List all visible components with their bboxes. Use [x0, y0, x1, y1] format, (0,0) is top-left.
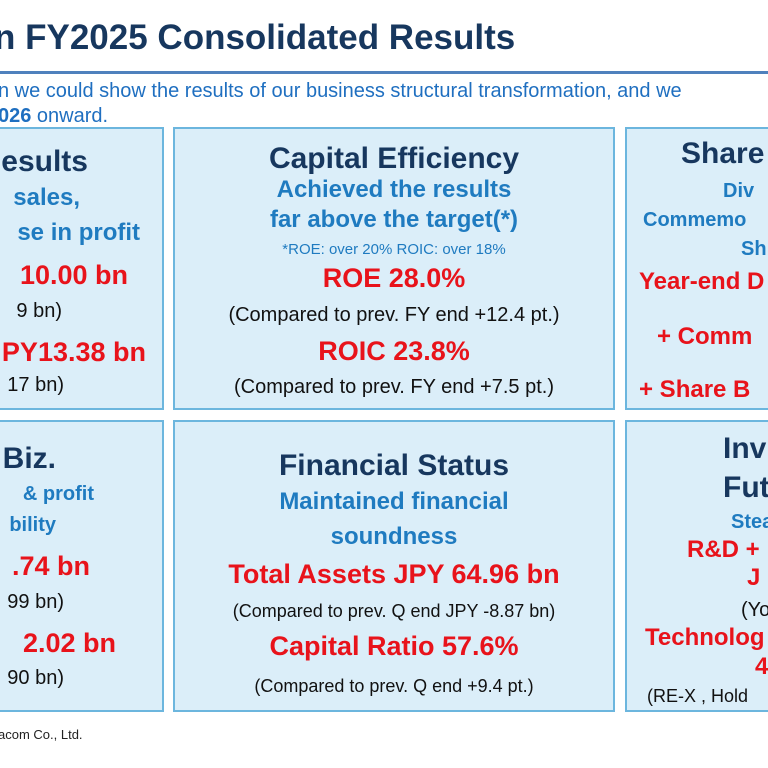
results-sub-1: sales, [13, 184, 80, 211]
results-card: esults sales, se in profit 10.00 bn 9 bn… [0, 127, 164, 410]
biz-value-2: 2.02 bn [22, 628, 116, 658]
share-sub-2: Commemo [643, 209, 747, 231]
invest-note-2: (RE-X , Hold [647, 686, 749, 706]
share-heading: Share [681, 137, 765, 170]
page-title: n FY2025 Consolidated Results [0, 18, 516, 57]
invest-value-3: Technolog [645, 624, 765, 651]
capital-sub-1: Achieved the results [276, 176, 512, 203]
share-value-2: + Comm [657, 323, 753, 350]
roe-note: (Compared to prev. FY end +12.4 pt.) [228, 304, 560, 326]
invest-note-1: (Yo [741, 599, 768, 621]
intro-line-2-rest: onward. [31, 105, 109, 127]
roic-note: (Compared to prev. FY end +7.5 pt.) [234, 376, 554, 398]
shareholder-returns-card: Share Div Commemo Sh Year-end D + Comm +… [625, 127, 768, 410]
total-assets-note: (Compared to prev. Q end JPY -8.87 bn) [232, 601, 556, 621]
results-value-1: 10.00 bn [19, 260, 128, 290]
capital-ratio-value: Capital Ratio 57.6% [269, 631, 519, 661]
investment-card: Inv Fut Stea R&D + J (Yo Technolog 4 (RE… [625, 420, 768, 712]
biz-heading: Biz. [2, 442, 56, 475]
title-underline [0, 71, 768, 74]
share-value-1: Year-end D [639, 268, 765, 295]
biz-note-1: 99 bn) [7, 591, 64, 613]
capital-ratio-note: (Compared to prev. Q end +9.4 pt.) [254, 676, 534, 696]
results-heading: esults [1, 145, 88, 178]
share-sub-3: Sh [741, 238, 767, 260]
financial-status-card: Financial Status Maintained financial so… [173, 420, 615, 712]
invest-heading-1: Inv [723, 432, 767, 465]
biz-value-1: .74 bn [11, 551, 90, 581]
capital-heading: Capital Efficiency [268, 142, 520, 175]
invest-heading-2: Fut [723, 471, 768, 504]
biz-card: Biz. & profit bility .74 bn 99 bn) 2.02 … [0, 420, 164, 712]
total-assets-value: Total Assets JPY 64.96 bn [228, 559, 560, 589]
results-note-1: 9 bn) [16, 300, 62, 322]
invest-sub-1: Stea [731, 511, 768, 533]
share-sub-1: Div [723, 180, 755, 202]
biz-sub-1: & profit [22, 483, 94, 505]
roe-value: ROE 28.0% [322, 263, 466, 293]
invest-value-2: J [747, 564, 761, 591]
results-note-2: 17 bn) [7, 374, 64, 396]
invest-value-1: R&D + [687, 536, 760, 563]
copyright-notice: acom Co., Ltd. [0, 727, 83, 742]
roic-value: ROIC 23.8% [318, 336, 470, 366]
results-sub-2: se in profit [17, 219, 140, 246]
biz-note-2: 90 bn) [7, 667, 64, 689]
capital-sub-2: far above the target(*) [269, 206, 519, 233]
capital-efficiency-card: Capital Efficiency Achieved the results … [173, 127, 615, 410]
intro-line-2: 026 onward. [0, 105, 108, 128]
intro-line-1: n we could show the results of our busin… [0, 80, 682, 102]
biz-sub-2: bility [9, 514, 56, 536]
capital-footnote: *ROE: over 20% ROIC: over 18% [282, 241, 506, 258]
financial-sub-2: soundness [330, 523, 458, 550]
financial-sub-1: Maintained financial [279, 488, 509, 515]
share-value-3: + Share B [639, 376, 751, 403]
intro-year: 026 [0, 105, 32, 127]
invest-value-4: 4 [755, 653, 768, 680]
results-value-2: PY13.38 bn [1, 337, 146, 367]
financial-heading: Financial Status [278, 449, 510, 482]
